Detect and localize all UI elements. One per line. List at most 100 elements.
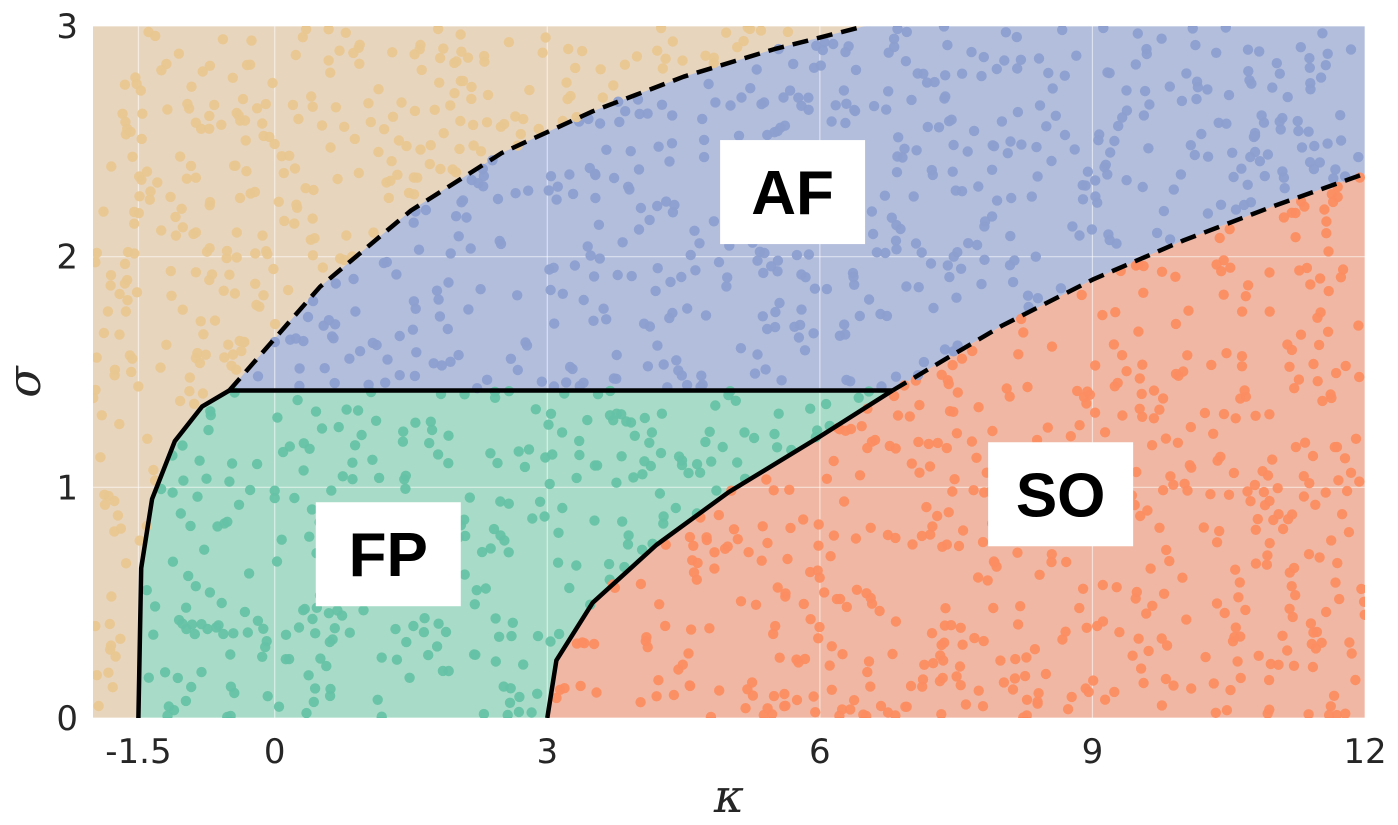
scatter-point xyxy=(673,664,684,675)
scatter-point xyxy=(1328,690,1340,701)
scatter-point xyxy=(1323,709,1335,718)
scatter-point xyxy=(591,460,603,471)
scatter-point xyxy=(916,247,927,258)
scatter-point xyxy=(289,163,301,174)
scatter-point xyxy=(1279,183,1290,194)
scatter-point xyxy=(1033,53,1045,64)
scatter-point xyxy=(616,409,627,420)
scatter-point xyxy=(714,685,725,696)
scatter-point xyxy=(1196,128,1207,140)
scatter-point xyxy=(272,412,283,423)
scatter-point xyxy=(190,117,201,128)
scatter-point xyxy=(863,656,875,667)
scatter-point xyxy=(1168,479,1179,490)
scatter-point xyxy=(851,584,863,595)
scatter-point xyxy=(273,196,284,207)
scatter-point xyxy=(478,708,490,718)
scatter-point xyxy=(619,59,631,70)
scatter-point xyxy=(635,697,646,708)
scatter-point xyxy=(1005,136,1016,147)
scatter-point xyxy=(485,448,496,459)
scatter-point xyxy=(1164,81,1176,92)
scatter-point xyxy=(400,483,411,494)
scatter-point xyxy=(1304,478,1315,489)
scatter-point xyxy=(126,366,137,378)
scatter-point xyxy=(258,290,269,301)
scatter-point xyxy=(527,513,538,524)
scatter-point xyxy=(1258,117,1270,128)
scatter-point xyxy=(425,416,436,427)
scatter-point xyxy=(354,58,365,69)
scatter-point xyxy=(206,269,218,280)
scatter-point xyxy=(1071,50,1082,61)
scatter-point xyxy=(1319,204,1330,215)
scatter-point xyxy=(966,46,977,58)
scatter-point xyxy=(891,167,903,178)
scatter-point xyxy=(471,585,482,596)
scatter-point xyxy=(1290,441,1302,453)
scatter-point xyxy=(170,230,182,241)
scatter-point xyxy=(589,515,600,526)
scatter-point xyxy=(789,321,800,332)
scatter-point xyxy=(700,310,712,321)
scatter-point xyxy=(1074,602,1085,614)
scatter-point xyxy=(956,68,968,79)
scatter-point xyxy=(1099,694,1111,705)
scatter-point xyxy=(813,633,824,644)
scatter-point xyxy=(977,701,989,712)
scatter-point xyxy=(1077,583,1089,594)
scatter-point xyxy=(1292,115,1303,127)
scatter-point xyxy=(1210,707,1222,718)
scatter-point xyxy=(1250,410,1261,421)
scatter-point xyxy=(644,214,655,226)
scatter-point xyxy=(892,26,903,35)
scatter-point xyxy=(289,218,300,229)
scatter-point xyxy=(349,133,360,145)
scatter-point xyxy=(925,529,936,540)
scatter-point xyxy=(1303,126,1314,137)
scatter-point xyxy=(177,222,188,233)
scatter-point xyxy=(866,206,878,217)
scatter-point xyxy=(966,436,978,447)
scatter-point xyxy=(691,459,703,470)
scatter-point xyxy=(1141,608,1152,619)
scatter-point xyxy=(1012,63,1023,74)
scatter-point xyxy=(1190,39,1201,51)
scatter-point xyxy=(163,701,174,712)
scatter-point xyxy=(387,111,399,123)
scatter-point xyxy=(1284,603,1295,614)
region-label-box-so xyxy=(988,442,1134,547)
scatter-point xyxy=(1164,555,1175,567)
scatter-point xyxy=(682,303,693,314)
scatter-point xyxy=(183,570,194,582)
scatter-point xyxy=(642,108,653,119)
scatter-point xyxy=(642,361,654,372)
scatter-point xyxy=(937,672,948,684)
scatter-point xyxy=(1308,358,1319,370)
scatter-point xyxy=(449,88,460,99)
boundary-lower-solid xyxy=(545,388,894,718)
scatter-point xyxy=(93,384,101,396)
scatter-point xyxy=(120,306,132,317)
scatter-point xyxy=(700,50,711,61)
scatter-point xyxy=(1022,290,1034,301)
scatter-point xyxy=(953,540,965,552)
scatter-point xyxy=(819,587,830,598)
scatter-point xyxy=(330,278,341,289)
scatter-point xyxy=(173,48,185,59)
scatter-point xyxy=(224,476,235,487)
scatter-point xyxy=(1258,486,1270,498)
scatter-point xyxy=(1004,260,1016,271)
scatter-point xyxy=(1322,48,1333,59)
scatter-point xyxy=(1358,596,1365,607)
scatter-point xyxy=(1330,164,1341,175)
scatter-point xyxy=(935,650,946,661)
scatter-point xyxy=(793,332,805,343)
scatter-point xyxy=(1082,166,1094,177)
scatter-point xyxy=(1262,149,1274,160)
scatter-point xyxy=(1295,42,1307,53)
scatter-point xyxy=(443,277,454,288)
scatter-point xyxy=(1254,156,1266,167)
scatter-point xyxy=(660,620,671,632)
scatter-point xyxy=(309,683,321,694)
